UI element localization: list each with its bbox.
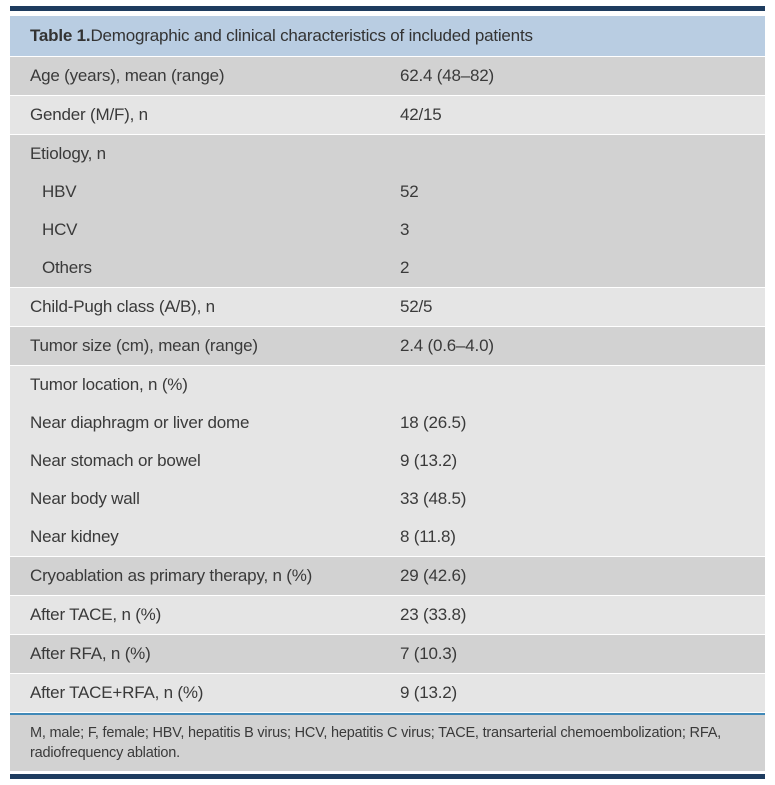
row-label: HCV <box>42 220 78 239</box>
table-row: Age (years), mean (range) 62.4 (48–82) <box>10 57 765 95</box>
row-value: 3 <box>400 220 410 239</box>
table-band: Gender (M/F), n 42/15 <box>10 96 765 134</box>
row-label: Child-Pugh class (A/B), n <box>30 297 215 316</box>
table-number: Table 1. <box>30 26 91 45</box>
row-value: 9 (13.2) <box>400 683 457 702</box>
row-label: After RFA, n (%) <box>30 644 151 663</box>
row-label: Near body wall <box>30 489 140 508</box>
table-row: Etiology, n <box>10 135 765 173</box>
table-row: Near kidney 8 (11.8) <box>10 518 765 556</box>
table-row: After TACE+RFA, n (%) 9 (13.2) <box>10 674 765 712</box>
table-row: After RFA, n (%) 7 (10.3) <box>10 635 765 673</box>
table-band: After TACE+RFA, n (%) 9 (13.2) <box>10 674 765 712</box>
table-header: Table 1. Demographic and clinical charac… <box>10 16 765 56</box>
row-label: Near kidney <box>30 527 119 546</box>
table-row: Near diaphragm or liver dome 18 (26.5) <box>10 404 765 442</box>
table-band: Cryoablation as primary therapy, n (%) 29… <box>10 557 765 595</box>
table-band: Tumor location, n (%) Near diaphragm or l… <box>10 366 765 556</box>
table-band: Etiology, n HBV 52 HCV 3 Others 2 <box>10 135 765 287</box>
row-label: Near stomach or bowel <box>30 451 201 470</box>
table-row: Cryoablation as primary therapy, n (%) 29… <box>10 557 765 595</box>
row-value: 18 (26.5) <box>400 413 467 432</box>
row-value: 52 <box>400 182 419 201</box>
table-band: Tumor size (cm), mean (range) 2.4 (0.6–4.… <box>10 327 765 365</box>
row-value: 62.4 (48–82) <box>400 66 495 85</box>
row-value: 2 <box>400 258 410 277</box>
row-label: Etiology, n <box>30 144 106 163</box>
table-top-rule <box>10 6 765 11</box>
table-1: Table 1. Demographic and clinical charac… <box>10 0 765 779</box>
row-value: 33 (48.5) <box>400 489 467 508</box>
row-label: Cryoablation as primary therapy, n (%) <box>30 566 313 585</box>
row-label: Others <box>42 258 92 277</box>
row-label: Tumor location, n (%) <box>30 375 188 394</box>
table-row: Tumor size (cm), mean (range) 2.4 (0.6–4.… <box>10 327 765 365</box>
table-row: After TACE, n (%) 23 (33.8) <box>10 596 765 634</box>
table-band: After RFA, n (%) 7 (10.3) <box>10 635 765 673</box>
row-value: 23 (33.8) <box>400 605 467 624</box>
row-label: HBV <box>42 182 77 201</box>
table-row: Near body wall 33 (48.5) <box>10 480 765 518</box>
table-row: Near stomach or bowel 9 (13.2) <box>10 442 765 480</box>
table-title: Demographic and clinical characteristics… <box>90 26 533 45</box>
row-label: Tumor size (cm), mean (range) <box>30 336 258 355</box>
table-row: Gender (M/F), n 42/15 <box>10 96 765 134</box>
table-row: HCV 3 <box>10 211 765 249</box>
table-band: After TACE, n (%) 23 (33.8) <box>10 596 765 634</box>
table-band: Child-Pugh class (A/B), n 52/5 <box>10 288 765 326</box>
row-label: Age (years), mean (range) <box>30 66 225 85</box>
footnote-divider-rule <box>10 713 765 715</box>
row-value: 52/5 <box>400 297 433 316</box>
table-footnote: M, male; F, female; HBV, hepatitis B vir… <box>10 715 765 771</box>
row-label: Near diaphragm or liver dome <box>30 413 250 432</box>
row-value: 29 (42.6) <box>400 566 467 585</box>
table-bottom-rule <box>10 774 765 779</box>
row-value: 2.4 (0.6–4.0) <box>400 336 494 355</box>
table-body: Age (years), mean (range) 62.4 (48–82) Gen… <box>10 57 765 712</box>
row-label: After TACE+RFA, n (%) <box>30 683 204 702</box>
table-row: Child-Pugh class (A/B), n 52/5 <box>10 288 765 326</box>
row-label: After TACE, n (%) <box>30 605 162 624</box>
row-value: 8 (11.8) <box>400 527 456 546</box>
table-row: HBV 52 <box>10 173 765 211</box>
table-band: Age (years), mean (range) 62.4 (48–82) <box>10 57 765 95</box>
row-value: 7 (10.3) <box>400 644 457 663</box>
table-row: Others 2 <box>10 249 765 287</box>
row-value: 42/15 <box>400 105 442 124</box>
row-value: 9 (13.2) <box>400 451 457 470</box>
table-row: Tumor location, n (%) <box>10 366 765 404</box>
row-label: Gender (M/F), n <box>30 105 148 124</box>
